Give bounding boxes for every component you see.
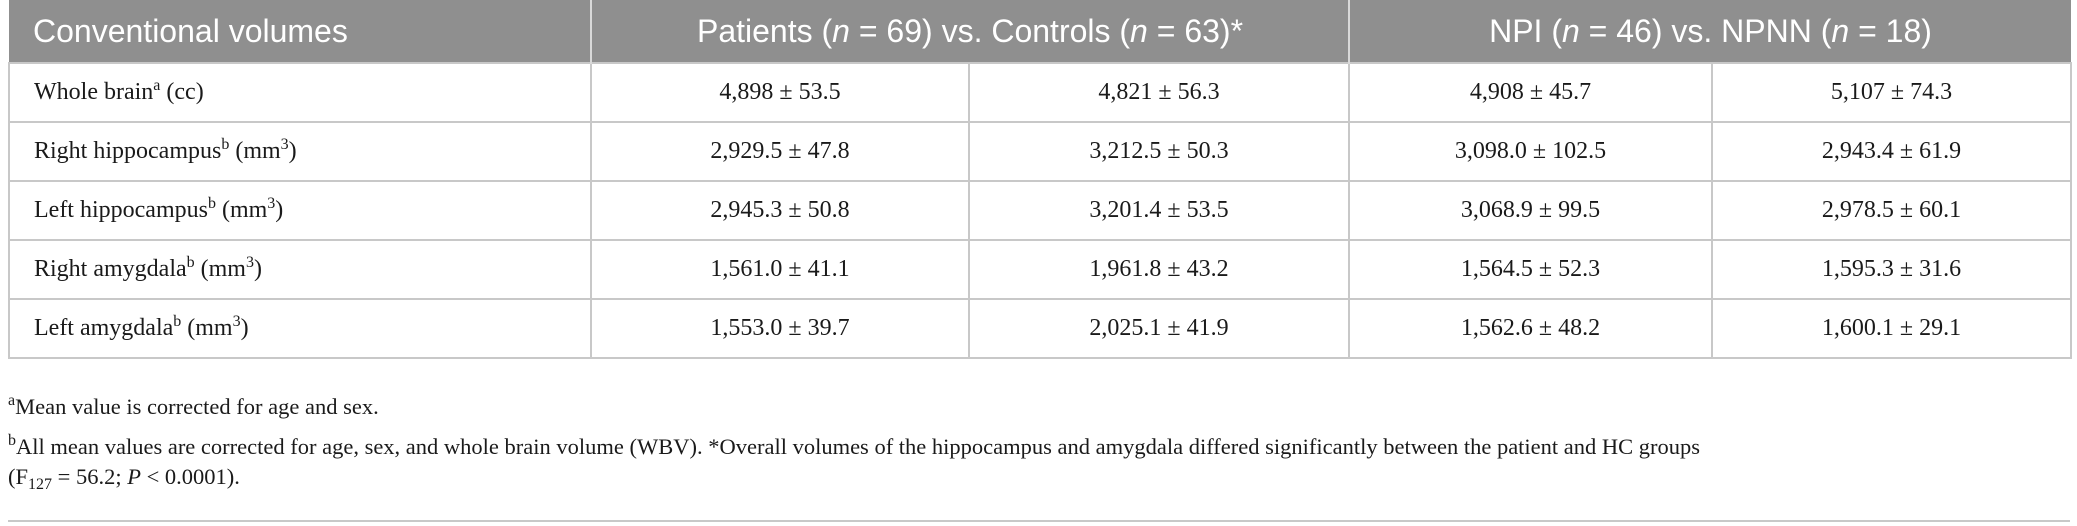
- unit-text: ): [288, 138, 297, 164]
- header-label: Conventional volumes: [33, 12, 348, 49]
- footnote-marker: b: [173, 313, 182, 331]
- unit-text: (mm: [229, 138, 281, 164]
- unit-exponent: 3: [232, 313, 241, 331]
- header-text: NPI (: [1489, 12, 1562, 49]
- header-text: = 69) vs. Controls (: [849, 12, 1131, 49]
- footnote-a: aMean value is corrected for age and sex…: [8, 392, 2070, 422]
- cell-npnn: 5,107 ± 74.3: [1711, 62, 2072, 123]
- unit-text: (mm: [181, 315, 233, 341]
- footnote-text: < 0.0001).: [140, 464, 240, 489]
- table-row: Right amygdalab (mm3) 1,561.0 ± 41.1 1,9…: [8, 239, 2072, 300]
- footnote-text: = 56.2;: [52, 464, 128, 489]
- cell-npnn: 1,600.1 ± 29.1: [1711, 298, 2072, 359]
- header-npi-vs-npnn: NPI (n = 46) vs. NPNN (n = 18): [1349, 0, 2071, 63]
- table-row: Left amygdalab (mm3) 1,553.0 ± 39.7 2,02…: [8, 298, 2072, 359]
- header-text: = 18): [1849, 12, 1932, 49]
- header-row: Conventional volumes Patients (n = 69) v…: [9, 0, 2071, 63]
- f-statistic-subscript: 127: [28, 475, 53, 493]
- p-value-italic: P: [127, 464, 141, 489]
- cell-npnn: 2,978.5 ± 60.1: [1711, 180, 2072, 241]
- volumes-table: Conventional volumes Patients (n = 69) v…: [8, 0, 2072, 359]
- row-label-text: Right hippocampus: [34, 138, 222, 164]
- row-label-text: Whole brain: [34, 79, 154, 105]
- unit-text: (mm: [215, 197, 268, 223]
- header-n-italic: n: [1130, 12, 1148, 49]
- footnote-marker: a: [8, 392, 16, 410]
- cell-controls: 2,025.1 ± 41.9: [968, 298, 1350, 359]
- table-body: Whole braina (cc) 4,898 ± 53.5 4,821 ± 5…: [8, 62, 2072, 359]
- bottom-divider: [8, 520, 2070, 522]
- footnote-marker: b: [8, 432, 16, 450]
- cell-controls: 4,821 ± 56.3: [968, 62, 1350, 123]
- cell-controls: 3,201.4 ± 53.5: [968, 180, 1350, 241]
- table-row: Whole braina (cc) 4,898 ± 53.5 4,821 ± 5…: [8, 62, 2072, 123]
- results-table-container: Conventional volumes Patients (n = 69) v…: [8, 0, 2072, 359]
- footnote-marker: b: [207, 195, 216, 213]
- unit-exponent: 3: [245, 254, 254, 272]
- cell-patients: 2,945.3 ± 50.8: [590, 180, 970, 241]
- cell-npnn: 1,595.3 ± 31.6: [1711, 239, 2072, 300]
- table-row: Right hippocampusb (mm3) 2,929.5 ± 47.8 …: [8, 121, 2072, 182]
- row-label: Left hippocampusb (mm3): [8, 180, 592, 241]
- cell-npi: 3,068.9 ± 99.5: [1348, 180, 1713, 241]
- footnote-marker: b: [186, 254, 195, 272]
- footnote-marker: a: [153, 77, 161, 95]
- row-label: Right hippocampusb (mm3): [8, 121, 592, 182]
- cell-controls: 1,961.8 ± 43.2: [968, 239, 1350, 300]
- cell-npnn: 2,943.4 ± 61.9: [1711, 121, 2072, 182]
- footnote-text: (F: [8, 464, 29, 489]
- header-text: = 46) vs. NPNN (: [1579, 12, 1832, 49]
- cell-controls: 3,212.5 ± 50.3: [968, 121, 1350, 182]
- unit-text: (mm: [194, 256, 246, 282]
- cell-npi: 3,098.0 ± 102.5: [1348, 121, 1713, 182]
- cell-patients: 1,561.0 ± 41.1: [590, 239, 970, 300]
- cell-npi: 4,908 ± 45.7: [1348, 62, 1713, 123]
- cell-npi: 1,564.5 ± 52.3: [1348, 239, 1713, 300]
- header-patients-vs-controls: Patients (n = 69) vs. Controls (n = 63)*: [591, 0, 1350, 63]
- row-label-text: Right amygdala: [34, 256, 187, 282]
- header-text: Patients (: [696, 12, 833, 49]
- row-label: Left amygdalab (mm3): [8, 298, 592, 359]
- unit-exponent: 3: [267, 195, 276, 213]
- unit-text: (cc): [160, 79, 204, 105]
- cell-patients: 4,898 ± 53.5: [590, 62, 970, 123]
- row-label-text: Left hippocampus: [34, 197, 208, 223]
- footnote-b: bAll mean values are corrected for age, …: [8, 432, 2070, 493]
- row-label: Right amygdalab (mm3): [8, 239, 592, 300]
- header-n-italic: n: [1561, 12, 1580, 49]
- unit-text: ): [240, 315, 249, 341]
- unit-exponent: 3: [280, 136, 289, 154]
- footnote-text: All mean values are corrected for age, s…: [16, 434, 1701, 459]
- unit-text: ): [253, 256, 262, 282]
- cell-npi: 1,562.6 ± 48.2: [1348, 298, 1713, 359]
- table-row: Left hippocampusb (mm3) 2,945.3 ± 50.8 3…: [8, 180, 2072, 241]
- header-conventional-volumes: Conventional volumes: [9, 0, 592, 63]
- header-n-italic: n: [832, 12, 850, 49]
- row-label-text: Left amygdala: [34, 315, 174, 341]
- cell-patients: 1,553.0 ± 39.7: [590, 298, 970, 359]
- header-n-italic: n: [1831, 12, 1850, 49]
- header-text: = 63)*: [1147, 12, 1244, 49]
- table-footnotes: aMean value is corrected for age and sex…: [8, 392, 2070, 493]
- row-label: Whole braina (cc): [8, 62, 592, 123]
- table-header: Conventional volumes Patients (n = 69) v…: [9, 0, 2071, 63]
- footnote-text: Mean value is corrected for age and sex.: [15, 394, 379, 419]
- cell-patients: 2,929.5 ± 47.8: [590, 121, 970, 182]
- footnote-marker: b: [221, 136, 230, 154]
- unit-text: ): [275, 197, 284, 223]
